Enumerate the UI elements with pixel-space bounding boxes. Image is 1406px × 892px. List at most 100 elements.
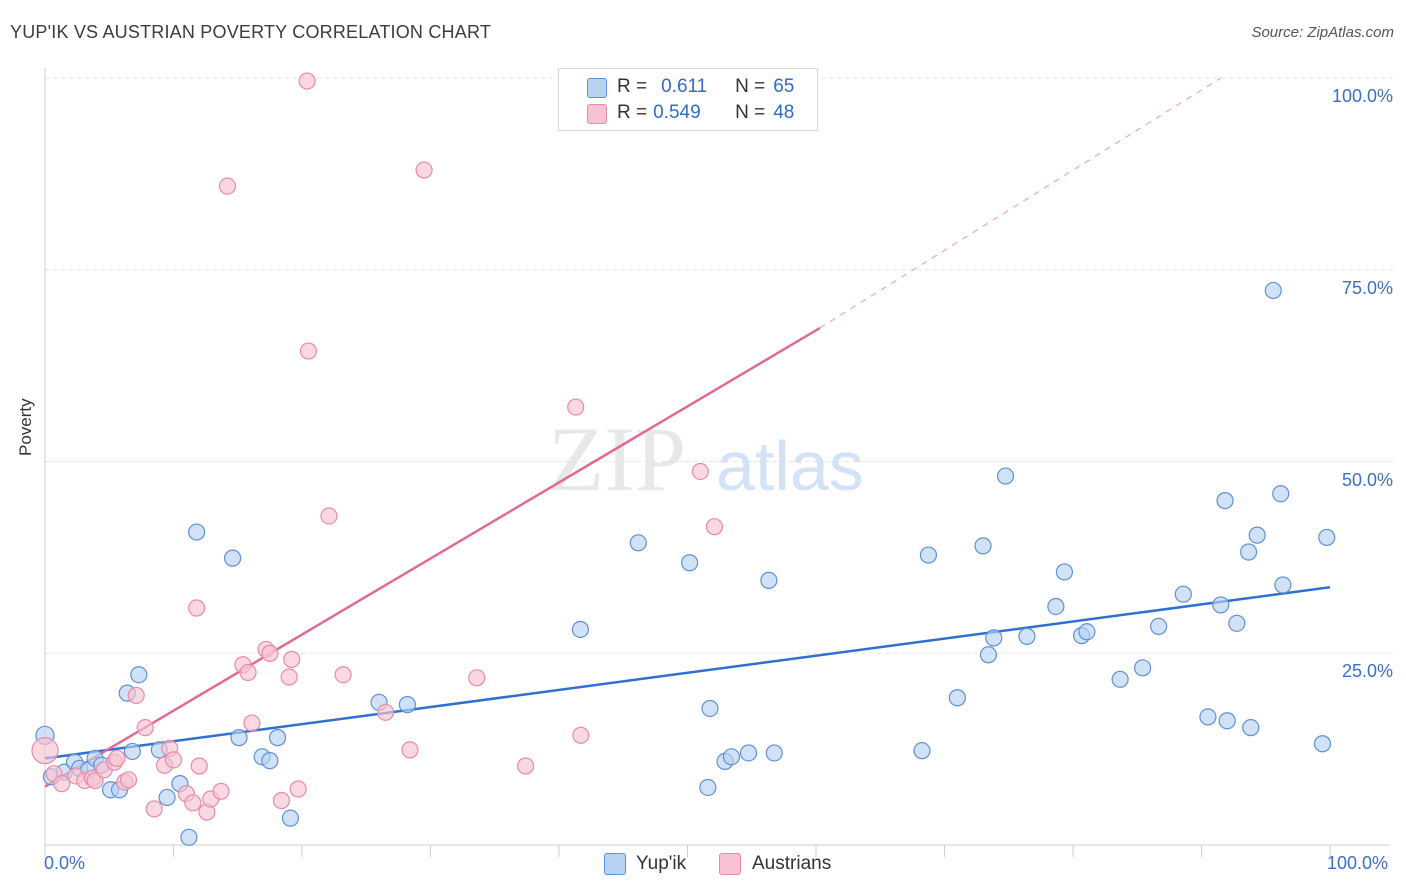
yupik-point — [739, 744, 758, 762]
yupik-point — [1078, 623, 1096, 641]
austrian-point — [572, 726, 590, 744]
austrian-point — [298, 72, 316, 90]
yupik-point — [123, 742, 141, 761]
axes — [44, 68, 1390, 857]
yupik-point — [1134, 659, 1152, 677]
yupik-point — [1264, 281, 1282, 300]
x-tick-label-100: 100.0% — [1327, 853, 1389, 873]
yupik-point — [224, 549, 242, 567]
yupik-point — [681, 554, 699, 572]
trend-lines — [44, 77, 1331, 788]
austrian-point — [108, 749, 126, 767]
austrian-point — [691, 462, 709, 481]
yupik-point — [996, 467, 1015, 485]
yupik-point — [188, 523, 206, 541]
grid-lines — [45, 77, 1395, 654]
yupik-point — [571, 620, 590, 639]
yupik-point — [1174, 585, 1192, 603]
x-tick-label-0: 0.0% — [44, 853, 86, 873]
austrian-point — [239, 663, 257, 682]
yupik-point — [1240, 543, 1258, 561]
yupik-point — [985, 629, 1003, 647]
yupik-point — [230, 729, 248, 747]
yupik-point — [1218, 712, 1236, 730]
legend-n-label-blue: N = — [735, 76, 766, 97]
austrian-point — [289, 780, 307, 798]
legend-r-value-blue: 0.611 — [661, 76, 708, 97]
source-label: Source: ZipAtlas.com — [1251, 24, 1394, 41]
yupik-point — [1212, 596, 1230, 614]
yupik-point — [979, 646, 998, 664]
yupik-trend-line — [44, 586, 1331, 760]
yupik-point — [913, 742, 931, 760]
austrian-point — [283, 650, 301, 668]
yupik-point — [1228, 614, 1246, 632]
austrian-point — [127, 686, 145, 705]
watermark-atlas: atlas — [716, 427, 864, 505]
y-tick-label-100: 100.0% — [1331, 86, 1393, 106]
watermark-zip: ZIP — [548, 408, 686, 510]
austrian-point — [516, 757, 535, 775]
austrian-point — [272, 791, 291, 810]
bottom-legend-swatch-pink — [719, 853, 741, 875]
legend-r-label-pink: R = — [617, 102, 648, 123]
y-tick-label-75: 75.0% — [1341, 277, 1393, 298]
austrian-trend-extension — [819, 77, 1222, 329]
austrian-point — [164, 751, 183, 769]
austrian-point — [401, 741, 419, 759]
yupik-point — [1111, 670, 1129, 688]
austrian-point — [376, 703, 395, 721]
bottom-legend-swatch-blue — [604, 853, 626, 875]
legend-swatch-pink — [587, 104, 607, 124]
yupik-point — [1274, 576, 1292, 594]
yupik-point — [130, 666, 148, 684]
austrian-point — [145, 800, 163, 818]
legend-swatch-blue — [587, 78, 607, 98]
yupik-point — [919, 546, 938, 564]
yupik-point — [180, 828, 198, 846]
austrian-point — [415, 161, 433, 179]
yupik-point — [1313, 735, 1332, 753]
legend-n-label-pink: N = — [735, 102, 766, 123]
yupik-point — [1150, 617, 1168, 636]
austrian-point — [136, 719, 154, 737]
chart-title: YUP'IK VS AUSTRIAN POVERTY CORRELATION C… — [10, 22, 492, 42]
yupik-point — [701, 699, 719, 718]
yupik-point — [1272, 485, 1290, 503]
austrian-point — [119, 771, 138, 789]
yupik-point — [261, 752, 279, 770]
austrian-point — [299, 342, 318, 360]
legend-n-value-blue: 65 — [773, 76, 795, 97]
watermark: ZIP atlas — [548, 408, 864, 510]
yupik-point — [1047, 597, 1065, 616]
yupik-point — [1018, 627, 1036, 645]
yupik-point — [1055, 563, 1074, 581]
yupik-point — [1242, 719, 1260, 737]
yupik-point — [948, 689, 966, 707]
yupik-point — [1248, 526, 1266, 544]
austrian-point — [212, 782, 230, 800]
data-points — [31, 72, 1336, 846]
yupik-point — [398, 696, 416, 714]
austrian-point — [280, 668, 298, 686]
legend-r-label-blue: R = — [617, 76, 648, 97]
austrian-point — [53, 775, 71, 793]
austrian-point — [188, 599, 206, 617]
austrian-trend-line — [44, 326, 821, 788]
yupik-point — [629, 534, 647, 552]
legend-row-blue: R = 0.611 N = 65 — [617, 75, 794, 99]
yupik-point — [974, 537, 992, 555]
yupik-point — [1216, 492, 1234, 510]
y-tick-label-50: 50.0% — [1341, 469, 1393, 490]
yupik-point — [158, 788, 176, 807]
austrian-point — [320, 507, 338, 525]
austrian-point — [218, 177, 237, 195]
yupik-point — [760, 571, 778, 589]
austrian-point — [184, 794, 202, 812]
legend-row-pink: R = 0.549 N = 48 — [617, 101, 794, 125]
bottom-legend-label-blue: Yup'ik — [636, 853, 687, 874]
yupik-point — [1199, 708, 1217, 726]
y-tick-label-25: 25.0% — [1341, 661, 1393, 682]
austrian-point — [334, 666, 352, 684]
